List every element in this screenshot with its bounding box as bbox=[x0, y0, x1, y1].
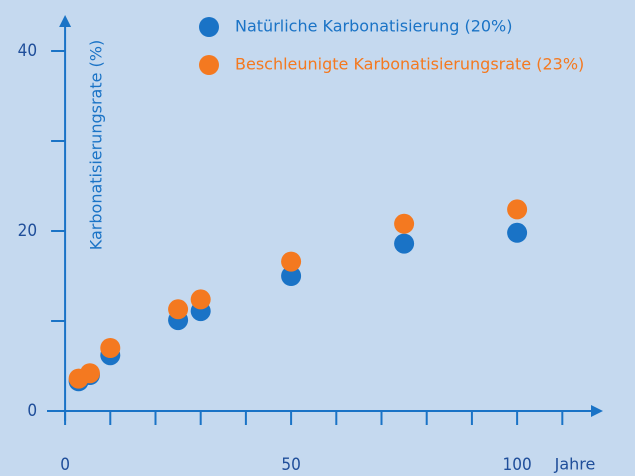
point bbox=[100, 338, 121, 358]
x-tick-label: 50 bbox=[281, 455, 300, 475]
point bbox=[507, 222, 528, 243]
y-axis-arrow bbox=[59, 15, 72, 27]
point bbox=[507, 199, 528, 220]
point bbox=[394, 213, 415, 234]
y-tick-label: 40 bbox=[18, 41, 37, 61]
x-tick-label: 0 bbox=[60, 455, 70, 475]
x-tick-label: 100 bbox=[503, 455, 532, 475]
point bbox=[281, 251, 302, 272]
x-axis-label: Jahre bbox=[554, 455, 596, 474]
point bbox=[79, 363, 100, 384]
x-axis-arrow bbox=[591, 405, 603, 417]
legend-label: Beschleunigte Karbonatisierungsrate (23%… bbox=[235, 55, 584, 74]
point bbox=[394, 233, 415, 254]
point bbox=[168, 299, 189, 320]
legend-marker bbox=[199, 17, 219, 37]
legend-label: Natürliche Karbonatisierung (20%) bbox=[235, 17, 513, 36]
y-axis-label: Karbonatisierungsrate (%) bbox=[87, 40, 106, 250]
legend-marker bbox=[199, 55, 219, 75]
point bbox=[281, 266, 302, 286]
point bbox=[190, 289, 211, 310]
y-tick-label: 0 bbox=[27, 401, 37, 421]
y-tick-label: 20 bbox=[18, 221, 37, 241]
